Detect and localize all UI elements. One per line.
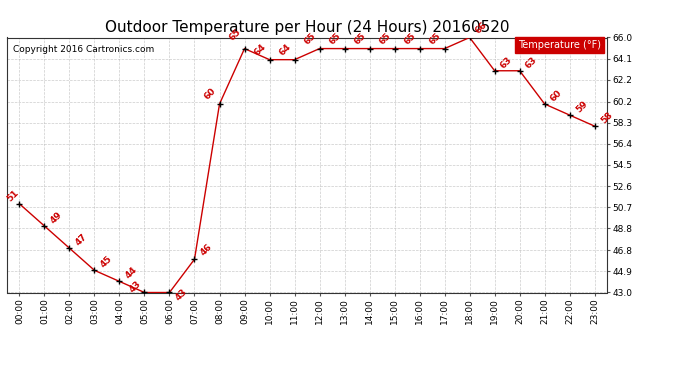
Text: 49: 49 (48, 210, 64, 225)
Text: 60: 60 (203, 87, 218, 102)
Text: Copyright 2016 Cartronics.com: Copyright 2016 Cartronics.com (13, 45, 154, 54)
Text: 63: 63 (499, 55, 514, 70)
Text: 65: 65 (228, 27, 243, 42)
Text: 45: 45 (99, 254, 114, 270)
Text: 43: 43 (174, 288, 189, 303)
Text: 46: 46 (199, 242, 214, 257)
Text: 47: 47 (74, 232, 89, 248)
Title: Outdoor Temperature per Hour (24 Hours) 20160520: Outdoor Temperature per Hour (24 Hours) … (105, 20, 509, 35)
Text: 64: 64 (278, 42, 293, 57)
Text: 51: 51 (6, 188, 21, 203)
Text: 65: 65 (353, 31, 368, 46)
Text: 59: 59 (574, 99, 589, 114)
Text: 64: 64 (253, 42, 268, 57)
Text: 65: 65 (403, 31, 418, 46)
Text: 58: 58 (599, 110, 614, 125)
Text: 44: 44 (124, 265, 139, 280)
Text: 65: 65 (303, 31, 318, 46)
Text: 63: 63 (524, 55, 539, 70)
Text: 65: 65 (428, 31, 443, 46)
Text: 66: 66 (474, 20, 489, 35)
Text: 65: 65 (328, 31, 343, 46)
Text: 60: 60 (549, 88, 564, 103)
Text: Temperature (°F): Temperature (°F) (518, 40, 601, 50)
Text: 43: 43 (128, 279, 143, 294)
Text: 65: 65 (378, 31, 393, 46)
